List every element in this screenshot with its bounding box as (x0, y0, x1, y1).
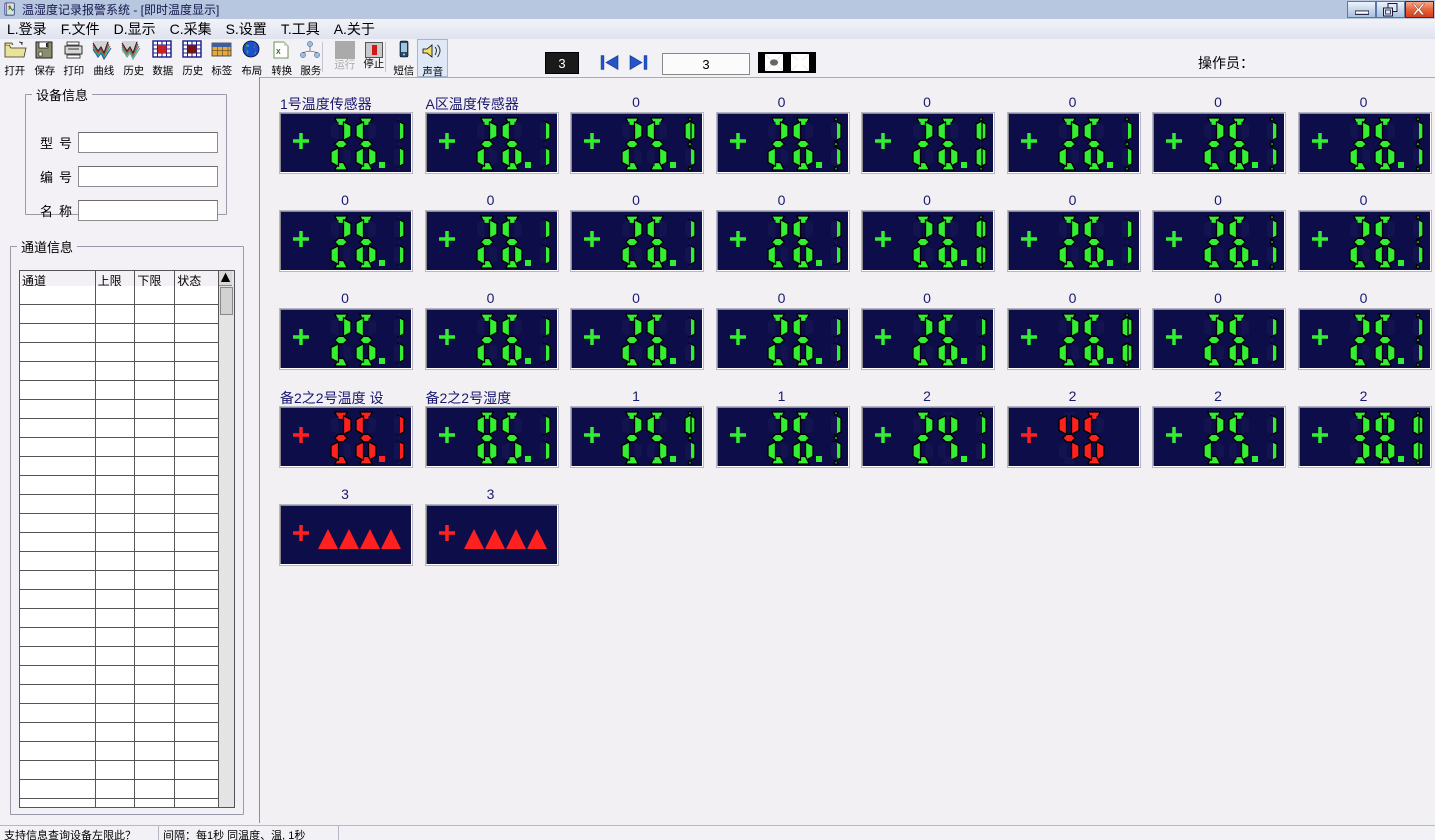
svg-text:X: X (276, 49, 281, 56)
